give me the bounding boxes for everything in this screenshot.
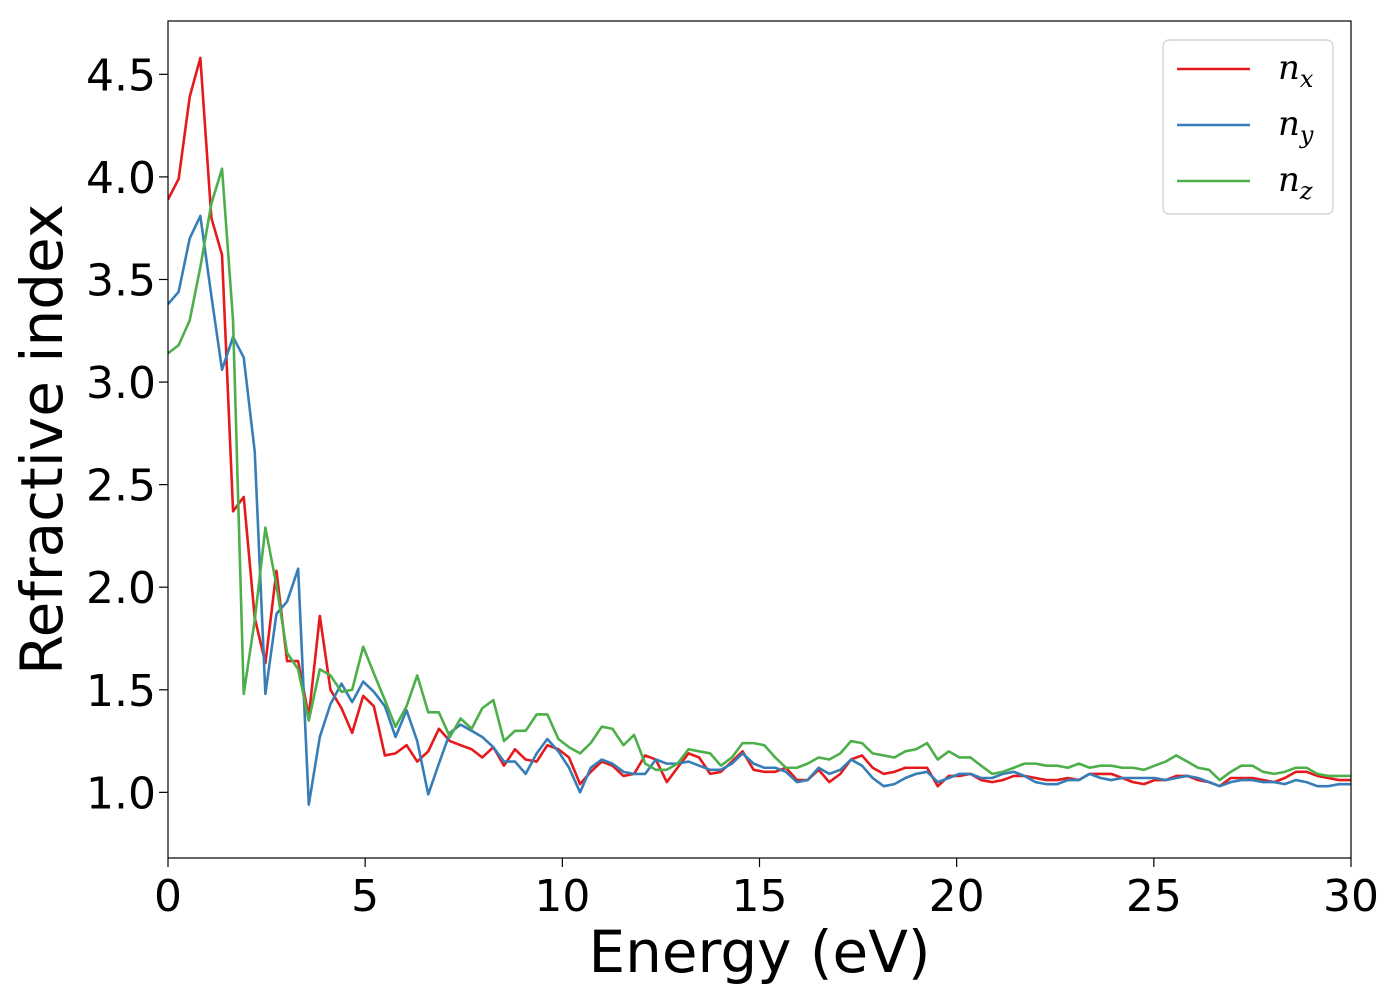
x-axis-label: Energy (eV): [588, 918, 930, 986]
x-tick-label: 20: [929, 871, 985, 922]
y-tick-label: 4.5: [86, 50, 156, 101]
y-tick-label: 2.0: [86, 563, 156, 614]
y-axis: 1.0 1.5 2.0 2.5 3.0 3.5 4.0 4.5: [86, 50, 168, 819]
y-tick-label: 3.0: [86, 358, 156, 409]
legend: nx ny nz: [1162, 39, 1334, 215]
x-tick-label: 0: [154, 871, 182, 922]
y-tick-label: 1.5: [86, 666, 156, 717]
y-tick-label: 1.0: [86, 768, 156, 819]
x-tick-label: 30: [1323, 871, 1379, 922]
y-tick-label: 4.0: [86, 153, 156, 204]
legend-label-ny: ny: [1278, 104, 1314, 149]
legend-label-nx: nx: [1278, 48, 1314, 93]
series-layer: [168, 56, 1351, 806]
legend-label-nz: nz: [1278, 160, 1313, 205]
y-axis-label: Refractive index: [8, 204, 76, 675]
x-tick-label: 5: [351, 871, 379, 922]
series-line-ny: [168, 214, 1351, 806]
y-tick-label: 2.5: [86, 461, 156, 512]
x-tick-label: 10: [534, 871, 590, 922]
x-tick-label: 25: [1126, 871, 1182, 922]
x-axis: 0 5 10 15 20 25 30: [154, 858, 1379, 922]
legend-box: [1162, 39, 1334, 215]
series-line-nz: [168, 167, 1351, 782]
x-tick-label: 15: [732, 871, 788, 922]
series-line-nx: [168, 56, 1351, 788]
y-tick-label: 3.5: [86, 255, 156, 306]
